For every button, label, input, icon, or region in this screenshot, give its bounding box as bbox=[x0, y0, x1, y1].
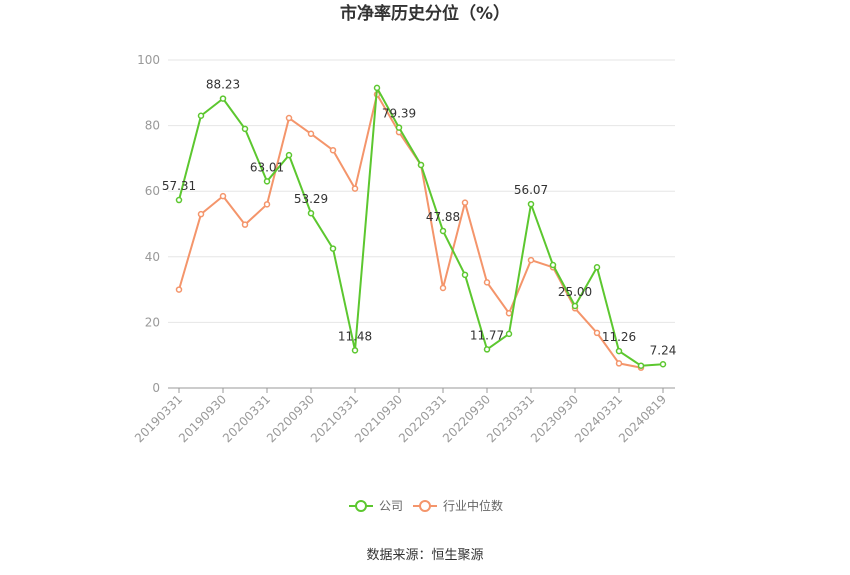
point-company[interactable] bbox=[351, 347, 359, 354]
point-company[interactable] bbox=[219, 95, 227, 102]
point-industry-median[interactable] bbox=[219, 192, 227, 200]
point-company[interactable] bbox=[285, 151, 293, 159]
point-company[interactable] bbox=[329, 245, 337, 252]
data-label-company: 79.39 bbox=[382, 107, 416, 121]
point-company[interactable] bbox=[263, 178, 271, 185]
legend-item-industry-median[interactable]: 行业中位数 bbox=[413, 498, 503, 513]
data-label-company: 11.26 bbox=[602, 330, 636, 344]
x-tick-label: 20240819 bbox=[616, 392, 669, 445]
point-industry-median[interactable] bbox=[175, 286, 183, 293]
point-company[interactable] bbox=[659, 361, 667, 368]
legend-item-company[interactable]: 公司 bbox=[349, 499, 403, 513]
data-label-company: 88.23 bbox=[206, 78, 240, 92]
point-company[interactable] bbox=[571, 302, 579, 310]
data-label-company: 11.77 bbox=[470, 328, 504, 342]
grid-lines bbox=[168, 59, 675, 323]
point-industry-median[interactable] bbox=[241, 221, 249, 228]
y-tick-label: 0 bbox=[152, 381, 160, 395]
point-industry-median[interactable] bbox=[439, 284, 447, 292]
data-label-company: 7.24 bbox=[650, 343, 677, 357]
point-industry-median[interactable] bbox=[483, 279, 491, 286]
data-label-company: 11.48 bbox=[338, 329, 372, 343]
point-company[interactable] bbox=[241, 125, 249, 133]
legend-marker-industry-median bbox=[419, 500, 431, 512]
point-industry-median[interactable] bbox=[329, 146, 337, 154]
point-company[interactable] bbox=[395, 124, 403, 131]
y-tick-label: 40 bbox=[145, 250, 160, 264]
data-label-company: 53.29 bbox=[294, 192, 328, 206]
point-company[interactable] bbox=[483, 346, 491, 353]
point-company[interactable] bbox=[615, 347, 623, 355]
y-axis: 0 20 40 60 80 100 bbox=[137, 53, 160, 395]
point-industry-median[interactable] bbox=[593, 329, 601, 337]
point-company[interactable] bbox=[527, 200, 535, 208]
point-industry-median[interactable] bbox=[527, 256, 535, 264]
point-industry-median[interactable] bbox=[197, 210, 205, 218]
point-company[interactable] bbox=[373, 84, 381, 92]
point-company[interactable] bbox=[307, 209, 315, 217]
point-company[interactable] bbox=[439, 227, 447, 235]
point-industry-median[interactable] bbox=[505, 309, 513, 317]
data-label-company: 63.01 bbox=[250, 160, 284, 174]
point-industry-median[interactable] bbox=[263, 201, 271, 208]
point-industry-median[interactable] bbox=[307, 130, 315, 138]
point-company[interactable] bbox=[461, 271, 469, 279]
data-source: 数据来源：恒生聚源 bbox=[366, 548, 483, 563]
point-company[interactable] bbox=[417, 161, 425, 169]
point-company[interactable] bbox=[549, 261, 557, 269]
point-company[interactable] bbox=[505, 330, 513, 338]
data-labels: 57.31 88.23 63.01 53.29 11.48 79.39 47.88 11.77… bbox=[162, 78, 677, 358]
data-label-company: 25.00 bbox=[558, 285, 592, 299]
point-company[interactable] bbox=[197, 112, 205, 120]
legend-label-industry-median: 行业中位数 bbox=[443, 498, 503, 513]
point-company[interactable] bbox=[637, 362, 645, 369]
data-label-company: 47.88 bbox=[426, 210, 460, 224]
y-tick-label: 100 bbox=[137, 53, 160, 67]
chart-title: 市净率历史分位（%） bbox=[340, 3, 510, 24]
point-industry-median[interactable] bbox=[285, 114, 293, 122]
legend-label-company: 公司 bbox=[379, 499, 403, 513]
data-label-company: 57.31 bbox=[162, 179, 196, 193]
series-layer bbox=[175, 84, 667, 371]
legend-marker-company bbox=[355, 500, 367, 512]
data-label-company: 56.07 bbox=[514, 183, 548, 197]
y-tick-label: 20 bbox=[145, 315, 160, 329]
point-company[interactable] bbox=[175, 196, 183, 204]
point-industry-median[interactable] bbox=[615, 360, 623, 367]
legend[interactable]: 公司 行业中位数 bbox=[349, 498, 503, 513]
y-tick-label: 80 bbox=[145, 119, 160, 133]
series-line-industry-median bbox=[178, 93, 642, 369]
y-tick-label: 60 bbox=[145, 184, 160, 198]
x-axis: 2019033120190930202003312020093020210331… bbox=[132, 387, 675, 445]
point-company[interactable] bbox=[593, 264, 601, 271]
point-industry-median[interactable] bbox=[461, 199, 469, 206]
point-industry-median[interactable] bbox=[351, 185, 359, 192]
